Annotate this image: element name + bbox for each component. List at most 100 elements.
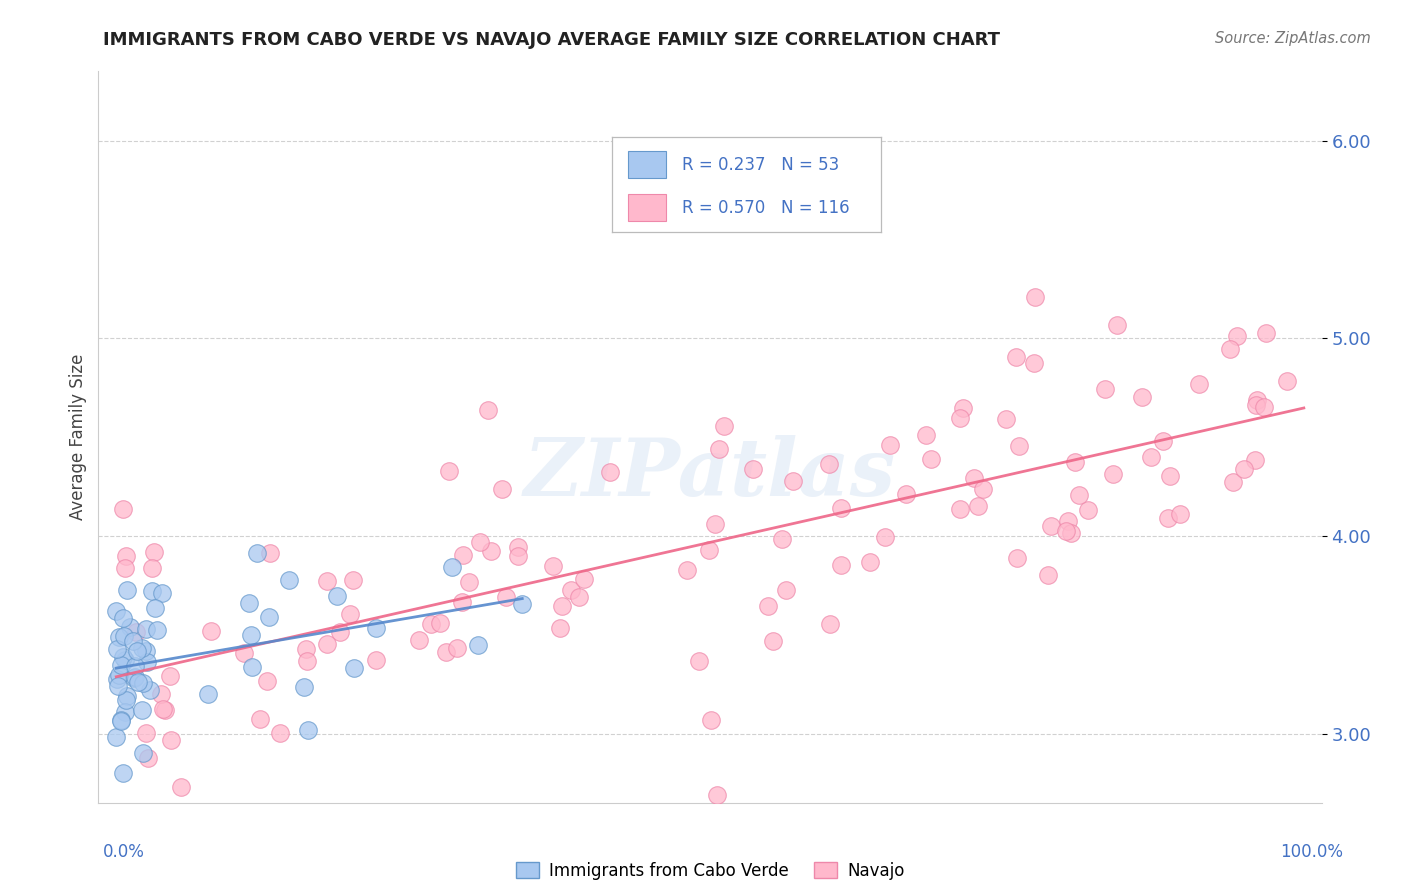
Point (550, 599, 572, 613)
Point (967, 499, 990, 513)
Point (139, 682, 162, 697)
Point (112, 502, 135, 516)
Point (952, 401, 974, 415)
Point (114, 653, 136, 667)
Text: 100.0%: 100.0% (1279, 843, 1343, 861)
Point (1069, 488, 1091, 502)
Point (458, 575, 481, 590)
Point (115, 689, 138, 703)
Point (131, 702, 153, 716)
Point (121, 634, 143, 648)
Point (105, 673, 128, 687)
Point (1233, 462, 1256, 476)
Point (479, 543, 502, 558)
Text: ZIPatlas: ZIPatlas (524, 435, 896, 512)
Point (233, 646, 256, 660)
Point (548, 622, 571, 636)
Point (949, 411, 972, 425)
Point (155, 703, 177, 717)
Point (149, 687, 172, 701)
Point (707, 442, 730, 457)
Point (1168, 508, 1191, 522)
Point (124, 658, 146, 673)
Point (256, 674, 278, 689)
Point (700, 713, 723, 727)
Point (429, 615, 451, 630)
Point (115, 692, 138, 706)
Point (543, 558, 565, 573)
Point (108, 668, 131, 682)
Legend: Immigrants from Cabo Verde, Navajo: Immigrants from Cabo Verde, Navajo (509, 855, 911, 887)
Point (770, 533, 793, 547)
Point (1005, 350, 1028, 364)
Point (1105, 318, 1128, 333)
Point (135, 725, 157, 739)
Point (292, 681, 315, 695)
Point (439, 464, 461, 478)
Point (704, 516, 727, 531)
Point (316, 637, 339, 651)
Point (408, 632, 430, 647)
Point (142, 545, 165, 559)
Point (240, 659, 263, 673)
Point (1159, 468, 1181, 483)
Point (1157, 511, 1180, 525)
Point (962, 471, 984, 485)
Point (249, 712, 271, 726)
Point (136, 751, 159, 765)
Point (572, 572, 595, 586)
Point (150, 586, 173, 600)
Point (105, 641, 128, 656)
Point (1007, 550, 1029, 565)
Point (1244, 452, 1267, 467)
Point (1244, 398, 1267, 412)
Point (124, 670, 146, 684)
Point (1036, 568, 1059, 582)
Point (1222, 475, 1244, 489)
Point (127, 675, 149, 690)
Point (506, 549, 529, 563)
Point (434, 644, 457, 658)
Point (446, 640, 468, 655)
Point (146, 623, 169, 637)
Point (699, 543, 721, 558)
Point (339, 607, 361, 621)
Point (1094, 382, 1116, 396)
Point (259, 546, 281, 560)
Point (1219, 343, 1241, 357)
Point (1253, 400, 1275, 414)
Point (159, 668, 181, 682)
Point (491, 482, 513, 496)
Point (169, 780, 191, 794)
Point (1246, 392, 1268, 407)
Point (706, 788, 728, 802)
Point (135, 622, 157, 636)
Point (830, 558, 852, 572)
Point (127, 644, 149, 658)
Point (1077, 503, 1099, 517)
Point (112, 766, 135, 780)
Text: 0.0%: 0.0% (103, 843, 145, 861)
Point (343, 661, 366, 675)
Point (1130, 390, 1153, 404)
Point (1008, 439, 1031, 453)
Point (782, 474, 804, 488)
Point (110, 714, 132, 728)
Point (136, 656, 159, 670)
Point (510, 597, 533, 611)
Point (949, 501, 972, 516)
Point (152, 702, 174, 716)
Point (197, 687, 219, 701)
Point (441, 560, 464, 574)
Point (1024, 290, 1046, 304)
Point (364, 621, 387, 635)
Point (467, 638, 489, 652)
Point (508, 541, 530, 555)
Point (1254, 326, 1277, 340)
Point (159, 733, 181, 747)
Point (495, 590, 517, 604)
Point (1039, 519, 1062, 533)
Point (295, 654, 318, 668)
Point (972, 483, 994, 497)
Y-axis label: Average Family Size: Average Family Size (69, 354, 87, 520)
